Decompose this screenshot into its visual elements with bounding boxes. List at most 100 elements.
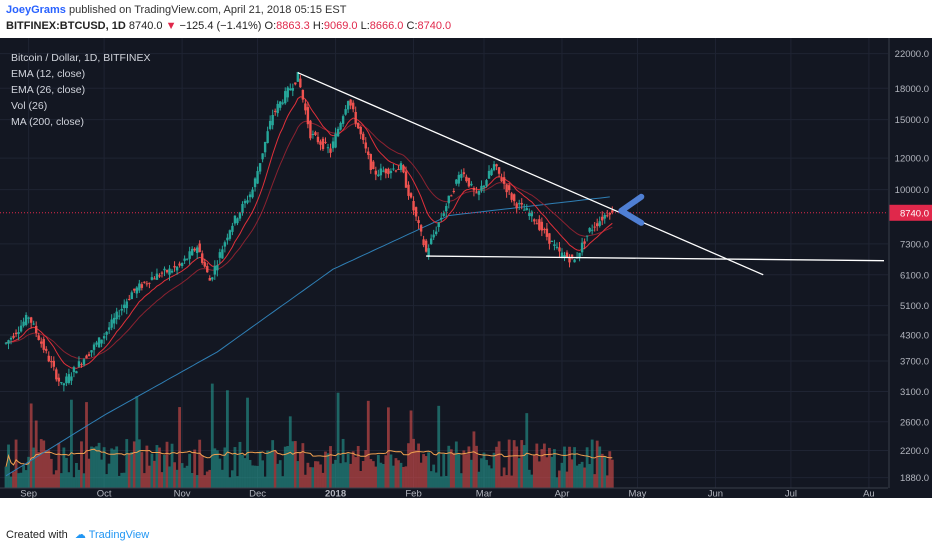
- candle: [279, 101, 282, 111]
- candle-body: [213, 265, 217, 275]
- candle-body: [85, 355, 88, 359]
- candle: [32, 320, 35, 326]
- candle-body: [241, 203, 244, 213]
- legend-ma200[interactable]: MA (200, close): [11, 116, 84, 128]
- candle-body: [163, 268, 166, 271]
- candle: [185, 258, 189, 261]
- volume-bar: [17, 473, 20, 494]
- volume-bar: [568, 446, 571, 494]
- volume-bar: [575, 465, 579, 494]
- author-link[interactable]: JoeyGrams: [6, 4, 66, 16]
- volume-bar: [555, 477, 559, 494]
- candle: [505, 183, 508, 198]
- legend-ema26[interactable]: EMA (26, close): [11, 84, 86, 96]
- volume-bar: [115, 446, 119, 494]
- chart-panel[interactable]: 22000.0 18000.0 15000.0 12000.0 10000.0 7300.…: [0, 38, 932, 500]
- candle: [387, 167, 390, 178]
- candle-body: [115, 311, 118, 320]
- y-tick-label: 15000.0: [895, 115, 929, 126]
- candle: [580, 237, 584, 256]
- volume-bar: [77, 469, 81, 494]
- candle-body: [206, 266, 209, 273]
- candle: [336, 126, 340, 138]
- candle: [70, 372, 73, 385]
- candle-body: [382, 170, 385, 172]
- candle: [22, 317, 25, 328]
- candle: [326, 143, 330, 154]
- volume-bar: [42, 440, 46, 494]
- candle-body: [155, 273, 159, 280]
- tradingview-brand-link[interactable]: TradingView: [88, 529, 150, 541]
- x-tick-label: May: [628, 489, 646, 499]
- candle: [188, 246, 191, 265]
- candle: [442, 210, 445, 218]
- x-tick-label: Apr: [555, 489, 570, 499]
- candle-body: [384, 168, 388, 174]
- candle: [477, 190, 481, 201]
- volume-bar: [185, 465, 189, 494]
- candle-body: [331, 141, 335, 149]
- candle-body: [422, 239, 425, 246]
- volume-bar: [548, 447, 551, 494]
- y-tick-label: 4300.0: [900, 331, 929, 342]
- legend-ema12[interactable]: EMA (12, close): [11, 68, 86, 80]
- volume-bar: [537, 461, 541, 494]
- ma200-line: [5, 196, 610, 477]
- candle: [24, 312, 28, 327]
- candle-body: [462, 172, 466, 175]
- candle-body: [170, 270, 174, 273]
- candle: [402, 164, 405, 174]
- candle: [276, 100, 279, 117]
- price-chart[interactable]: 22000.0 18000.0 15000.0 12000.0 10000.0 7300.…: [0, 38, 932, 500]
- candle-body: [525, 208, 528, 211]
- candle: [175, 265, 179, 275]
- candle: [178, 261, 181, 268]
- volume-bar: [92, 447, 96, 494]
- candle-body: [394, 170, 398, 172]
- candle: [9, 336, 13, 345]
- volume-ma-line: [5, 448, 613, 467]
- candle-body: [590, 229, 594, 231]
- candle-body: [17, 332, 20, 334]
- candle: [316, 132, 320, 145]
- candle-body: [102, 336, 106, 339]
- volume-bar: [102, 447, 106, 494]
- candle-body: [188, 251, 191, 259]
- volume-bar: [412, 438, 415, 494]
- candle-body: [62, 383, 66, 386]
- candle: [344, 105, 347, 116]
- candle-body: [55, 369, 58, 380]
- published-text: published on TradingView.com, April 21, …: [69, 4, 347, 16]
- candle-body: [14, 332, 18, 335]
- candle-body: [128, 298, 131, 300]
- candle-body: [246, 200, 249, 203]
- candle-body: [223, 242, 227, 247]
- volume-bar: [520, 440, 524, 494]
- candle: [507, 182, 511, 195]
- candle: [253, 177, 257, 192]
- candle: [195, 245, 199, 260]
- candle-body: [70, 376, 73, 381]
- volume-bar: [236, 476, 239, 494]
- candle-body: [528, 212, 531, 217]
- volume-bar: [85, 402, 88, 494]
- candle: [550, 240, 554, 243]
- candle-body: [374, 170, 378, 175]
- volume-bar: [190, 472, 194, 494]
- volume-bar: [457, 453, 461, 494]
- legend-vol[interactable]: Vol (26): [11, 100, 48, 112]
- volume-bar: [442, 453, 446, 494]
- tradingview-logo-icon[interactable]: ☁: [74, 529, 86, 541]
- candle-body: [52, 360, 55, 367]
- candle: [112, 313, 116, 330]
- candle: [523, 203, 526, 211]
- candle: [163, 266, 166, 277]
- volume-bar: [371, 461, 375, 494]
- candle-body: [419, 225, 423, 232]
- candle: [168, 265, 171, 281]
- candle-body: [550, 240, 554, 242]
- volume-bar: [281, 476, 285, 494]
- y-tick-label: 18000.0: [895, 84, 929, 95]
- candle: [97, 337, 101, 348]
- candle: [419, 224, 423, 237]
